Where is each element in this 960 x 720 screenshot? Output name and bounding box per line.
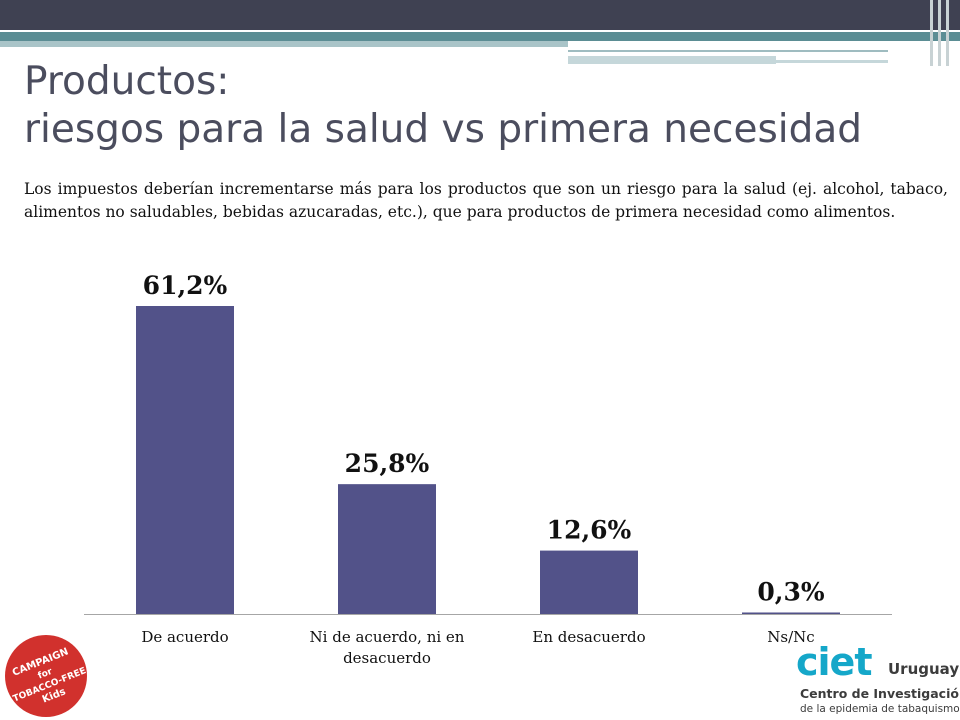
- category-label: En desacuerdo: [532, 628, 645, 646]
- campaign-logo: CAMPAIGN for TOBACCO-FREE Kids: [5, 635, 88, 717]
- decor-stripe: [568, 50, 888, 52]
- campaign-logo-badge: [5, 635, 87, 717]
- title-line-2: riesgos para la salud vs primera necesid…: [24, 107, 863, 152]
- ciet-logo-country: Uruguay: [888, 660, 960, 678]
- ciet-logo: ciet Uruguay Centro de Investigación de …: [796, 640, 960, 720]
- decor-line: [946, 0, 949, 66]
- decor-line: [938, 0, 941, 66]
- data-label: 0,3%: [757, 577, 824, 606]
- data-label: 25,8%: [345, 449, 430, 478]
- bar: [136, 306, 234, 614]
- bar: [338, 484, 436, 614]
- slide-description: Los impuestos deberían incrementarse más…: [24, 180, 948, 221]
- data-label: 12,6%: [547, 516, 632, 545]
- category-label: Ni de acuerdo, ni en: [310, 628, 465, 646]
- bar: [742, 612, 840, 614]
- category-label: De acuerdo: [141, 628, 228, 646]
- category-label: desacuerdo: [343, 649, 431, 667]
- ciet-logo-line2: de la epidemia de tabaquismo: [800, 703, 960, 715]
- decor-stripe: [0, 32, 960, 41]
- decor-stripe: [776, 60, 888, 63]
- top-banner: [0, 0, 960, 30]
- data-label: 61,2%: [143, 271, 228, 300]
- decor-stripe: [568, 56, 776, 64]
- decor-stripe: [0, 41, 568, 47]
- slide-title: Productos: riesgos para la salud vs prim…: [24, 58, 944, 154]
- bar: [540, 550, 638, 614]
- title-line-1: Productos:: [24, 59, 230, 104]
- ciet-logo-word: ciet: [796, 640, 872, 684]
- ciet-logo-line1: Centro de Investigación: [800, 686, 960, 701]
- decor-line: [930, 0, 933, 66]
- category-label: Ns/Nc: [767, 628, 814, 646]
